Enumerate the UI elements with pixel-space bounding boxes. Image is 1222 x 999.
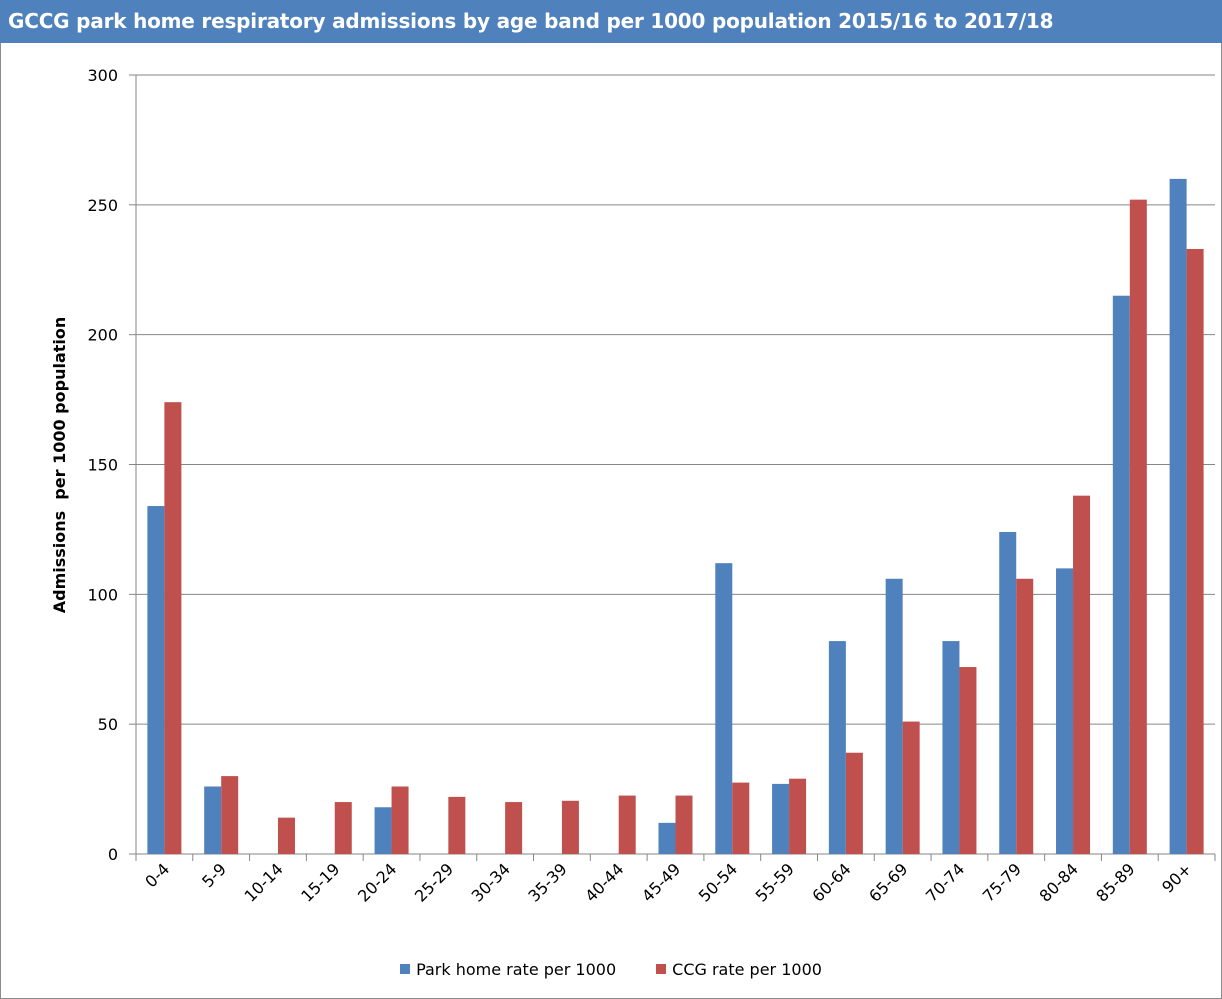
bar-ccg xyxy=(732,782,750,854)
bar-ccg xyxy=(789,778,807,854)
x-tick-label: 10-14 xyxy=(240,859,286,905)
x-tick-label: 85-89 xyxy=(1092,859,1138,905)
y-tick-label: 250 xyxy=(87,196,118,215)
bar-park-home xyxy=(885,578,903,854)
x-tick-label: 35-39 xyxy=(524,859,570,905)
bar-park-home xyxy=(204,786,222,854)
bar-ccg xyxy=(1016,578,1034,854)
legend-label-ccg: CCG rate per 1000 xyxy=(672,959,822,979)
x-tick-label: 80-84 xyxy=(1036,859,1082,905)
x-tick-label: 0-4 xyxy=(141,859,173,891)
bar-ccg xyxy=(675,795,693,854)
x-tick-label: 45-49 xyxy=(638,859,684,905)
y-tick-label: 0 xyxy=(108,845,118,864)
y-tick-label: 200 xyxy=(87,326,118,345)
x-tick-label: 50-54 xyxy=(695,859,741,905)
x-tick-label: 30-34 xyxy=(468,859,514,905)
bar-park-home xyxy=(658,822,676,854)
x-tick-label: 65-69 xyxy=(865,859,911,905)
bar-ccg xyxy=(1129,199,1147,854)
bar-park-home xyxy=(1112,295,1130,854)
title-bar: GCCG park home respiratory admissions by… xyxy=(0,0,1222,43)
legend: Park home rate per 1000 CCG rate per 100… xyxy=(0,954,1222,984)
bar-park-home xyxy=(715,563,733,854)
bar-park-home xyxy=(828,641,846,854)
bar-park-home xyxy=(772,783,790,854)
bar-park-home xyxy=(1169,178,1187,854)
bar-ccg xyxy=(902,721,920,854)
x-tick-label: 5-9 xyxy=(198,859,230,891)
bar-park-home xyxy=(942,641,960,854)
x-tick-label: 25-29 xyxy=(411,859,457,905)
bar-ccg xyxy=(845,752,863,854)
x-tick-label: 40-44 xyxy=(581,859,627,905)
y-tick-label: 300 xyxy=(87,66,118,85)
bar-ccg xyxy=(277,817,295,854)
legend-item-ccg: CCG rate per 1000 xyxy=(656,960,822,979)
bar-ccg xyxy=(618,795,636,854)
bar-ccg xyxy=(1073,495,1091,854)
x-tick-label: 75-79 xyxy=(979,859,1025,905)
x-tick-label: 90+ xyxy=(1158,859,1195,896)
bar-ccg xyxy=(391,786,409,854)
x-tick-label: 55-59 xyxy=(752,859,798,905)
x-tick-label: 60-64 xyxy=(808,859,854,905)
x-tick-label: 70-74 xyxy=(922,859,968,905)
legend-label-park-home: Park home rate per 1000 xyxy=(416,959,617,979)
bar-ccg xyxy=(334,802,352,854)
legend-swatch-ccg xyxy=(656,964,667,974)
y-tick-label: 100 xyxy=(87,585,118,604)
x-tick-label: 15-19 xyxy=(297,859,343,905)
bar-park-home xyxy=(374,807,392,854)
y-tick-label: 50 xyxy=(98,715,118,734)
bar-park-home xyxy=(999,532,1017,854)
legend-item-park-home: Park home rate per 1000 xyxy=(400,960,616,979)
bar-ccg xyxy=(505,802,523,854)
bar-ccg xyxy=(448,796,466,854)
legend-swatch-park-home xyxy=(400,964,411,974)
bar-ccg xyxy=(1186,248,1204,854)
bar-ccg xyxy=(221,776,239,854)
bar-ccg xyxy=(959,667,977,854)
chart-title: GCCG park home respiratory admissions by… xyxy=(8,9,1054,33)
x-tick-label: 20-24 xyxy=(354,859,400,905)
bar-ccg xyxy=(561,800,579,854)
bar-ccg xyxy=(164,402,182,854)
y-axis-label: Admissions per 1000 population xyxy=(50,317,69,614)
y-tick-label: 150 xyxy=(87,456,118,475)
bar-park-home xyxy=(1056,568,1074,854)
bar-park-home xyxy=(147,506,165,854)
